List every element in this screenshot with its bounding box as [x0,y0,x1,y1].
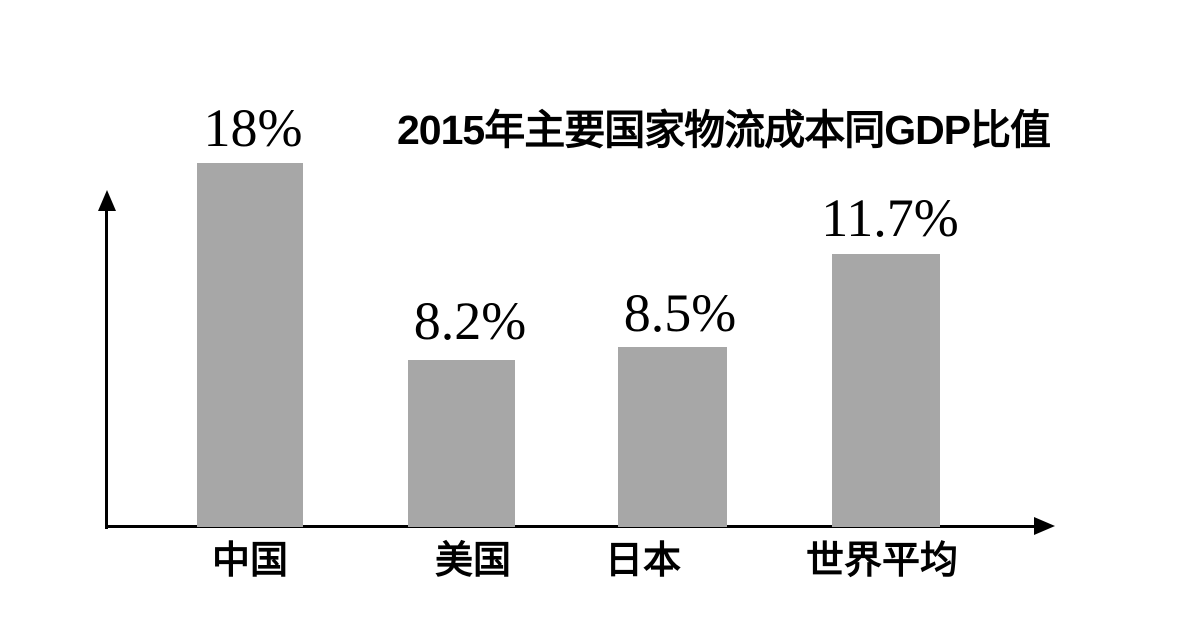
bar-japan [618,347,727,527]
bar-china [197,163,303,527]
y-axis-arrow-icon [98,190,116,211]
y-axis-line [105,205,108,529]
x-axis-arrow-icon [1034,517,1055,535]
bar-world-average [832,254,940,527]
x-axis-line [105,525,1035,528]
category-label-usa: 美国 [434,540,511,582]
value-label-usa: 8.2% [413,291,527,351]
category-label-japan: 日本 [604,540,681,582]
category-label-china: 中国 [211,540,288,582]
value-label-japan: 8.5% [623,283,737,343]
chart-title: 2015年主要国家物流成本同GDP比值 [397,107,1051,153]
value-label-china: 18% [203,98,303,158]
bar-usa [408,360,515,527]
category-label-world-average: 世界平均 [805,540,958,582]
value-label-world-average: 11.7% [821,188,959,248]
